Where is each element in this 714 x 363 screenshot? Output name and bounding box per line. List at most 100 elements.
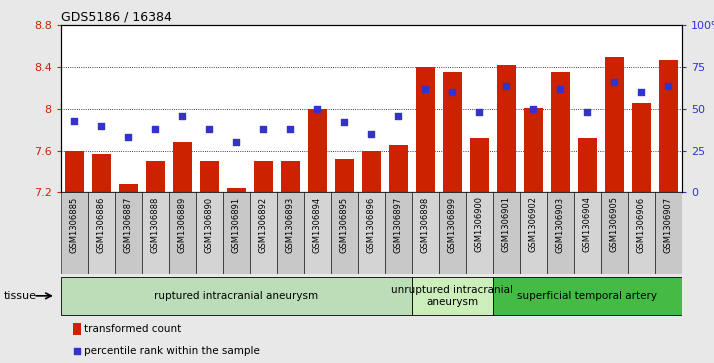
Text: GSM1306903: GSM1306903	[555, 196, 565, 253]
Text: GSM1306904: GSM1306904	[583, 196, 592, 253]
Point	[149, 126, 161, 132]
Text: GSM1306887: GSM1306887	[124, 196, 133, 253]
Text: GSM1306906: GSM1306906	[637, 196, 646, 253]
Bar	[493, 277, 682, 315]
Bar	[493, 192, 520, 274]
Text: GSM1306895: GSM1306895	[340, 196, 348, 253]
Point	[446, 89, 458, 95]
Bar	[61, 192, 88, 274]
Point	[501, 83, 512, 89]
Bar	[173, 142, 191, 192]
Bar	[308, 109, 327, 192]
Point	[203, 126, 215, 132]
Point	[123, 134, 134, 140]
Text: GSM1306893: GSM1306893	[286, 196, 295, 253]
Text: ruptured intracranial aneurysm: ruptured intracranial aneurysm	[154, 291, 318, 301]
Point	[338, 119, 350, 125]
Bar	[389, 146, 408, 192]
Bar	[439, 192, 466, 274]
Bar	[250, 192, 277, 274]
Bar	[632, 103, 650, 192]
Text: GSM1306898: GSM1306898	[421, 196, 430, 253]
Text: GSM1306890: GSM1306890	[205, 196, 213, 253]
Text: GSM1306891: GSM1306891	[232, 196, 241, 253]
Point	[528, 106, 539, 112]
Bar	[73, 323, 81, 335]
Text: GSM1306897: GSM1306897	[394, 196, 403, 253]
Bar	[223, 192, 250, 274]
Bar	[281, 161, 300, 192]
Point	[258, 126, 269, 132]
Point	[663, 83, 674, 89]
Bar	[443, 72, 462, 192]
Bar	[91, 154, 111, 192]
Bar	[497, 65, 516, 192]
Text: GSM1306905: GSM1306905	[610, 196, 619, 253]
Text: GSM1306896: GSM1306896	[367, 196, 376, 253]
Text: GSM1306900: GSM1306900	[475, 196, 484, 253]
Text: GSM1306888: GSM1306888	[151, 196, 160, 253]
Bar	[362, 151, 381, 192]
Point	[311, 106, 323, 112]
Bar	[119, 184, 138, 192]
Bar	[277, 192, 303, 274]
Text: GSM1306901: GSM1306901	[502, 196, 511, 253]
Text: GSM1306907: GSM1306907	[664, 196, 673, 253]
Point	[420, 86, 431, 92]
Bar	[141, 192, 169, 274]
Bar	[601, 192, 628, 274]
Point	[366, 131, 377, 137]
Point	[608, 79, 620, 85]
Bar	[200, 161, 218, 192]
Bar	[227, 188, 246, 192]
Bar	[61, 277, 412, 315]
Text: GSM1306885: GSM1306885	[70, 196, 79, 253]
Bar	[605, 57, 624, 192]
Bar	[115, 192, 141, 274]
Point	[582, 109, 593, 115]
Bar	[628, 192, 655, 274]
Bar	[524, 108, 543, 192]
Bar	[335, 159, 353, 192]
Point	[69, 118, 80, 123]
Point	[176, 113, 188, 118]
Text: GSM1306889: GSM1306889	[178, 196, 187, 253]
Bar	[659, 60, 678, 192]
Point	[285, 126, 296, 132]
Bar	[574, 192, 601, 274]
Point	[71, 348, 83, 354]
Bar	[520, 192, 547, 274]
Bar	[331, 192, 358, 274]
Bar	[169, 192, 196, 274]
Bar	[146, 161, 165, 192]
Bar	[416, 67, 435, 192]
Text: percentile rank within the sample: percentile rank within the sample	[84, 346, 260, 356]
Bar	[412, 192, 439, 274]
Bar	[196, 192, 223, 274]
Text: GSM1306892: GSM1306892	[258, 196, 268, 253]
Text: tissue: tissue	[4, 291, 36, 301]
Bar	[470, 138, 489, 192]
Point	[635, 89, 647, 95]
Text: GSM1306894: GSM1306894	[313, 196, 322, 253]
Point	[473, 109, 485, 115]
Point	[393, 113, 404, 118]
Bar	[88, 192, 115, 274]
Bar	[466, 192, 493, 274]
Bar	[303, 192, 331, 274]
Bar	[412, 277, 493, 315]
Bar	[65, 151, 84, 192]
Text: transformed count: transformed count	[84, 324, 181, 334]
Text: unruptured intracranial
aneurysm: unruptured intracranial aneurysm	[391, 285, 513, 307]
Text: GSM1306899: GSM1306899	[448, 196, 457, 253]
Text: GDS5186 / 16384: GDS5186 / 16384	[61, 11, 171, 24]
Bar	[253, 161, 273, 192]
Bar	[551, 72, 570, 192]
Point	[555, 86, 566, 92]
Bar	[547, 192, 574, 274]
Text: GSM1306886: GSM1306886	[96, 196, 106, 253]
Point	[231, 139, 242, 145]
Bar	[385, 192, 412, 274]
Text: superficial temporal artery: superficial temporal artery	[518, 291, 658, 301]
Bar	[578, 138, 597, 192]
